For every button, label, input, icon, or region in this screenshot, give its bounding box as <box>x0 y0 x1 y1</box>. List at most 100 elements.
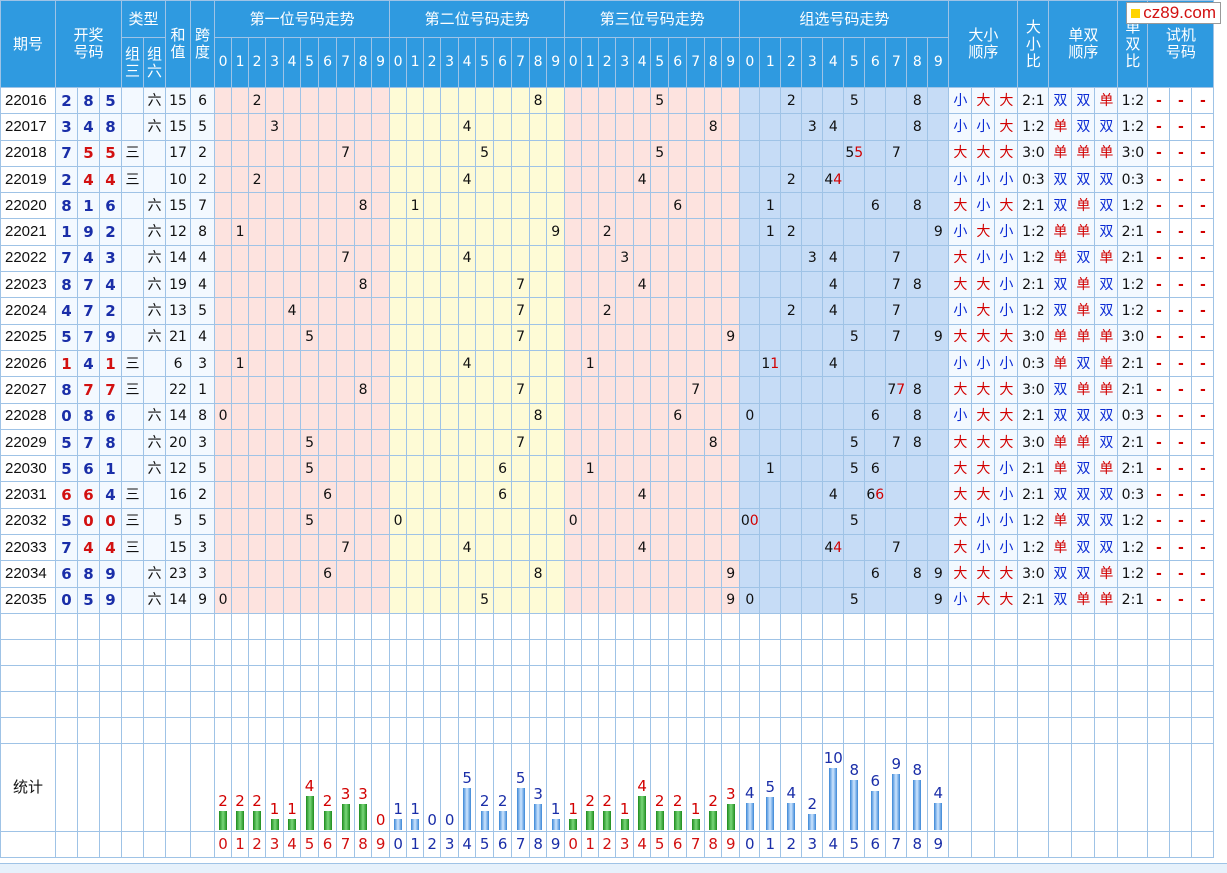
group-cell <box>885 86 908 115</box>
empty-cell <box>529 638 548 666</box>
site-logo[interactable]: cz89.com <box>1126 2 1221 24</box>
empty-cell <box>843 638 866 666</box>
period: 22035 <box>0 586 56 614</box>
sum: 10 <box>165 165 192 194</box>
position-cell <box>458 428 477 457</box>
stats-bar <box>655 810 664 830</box>
empty-cell <box>165 690 192 718</box>
sum: 13 <box>165 297 192 325</box>
position-cell <box>318 428 338 457</box>
group-hit: 8 <box>906 560 929 588</box>
empty-cell <box>165 612 192 640</box>
bs-order: 大 <box>948 481 973 509</box>
empty-cell <box>739 716 761 744</box>
oe-order: 单 <box>1071 586 1096 614</box>
empty-cell <box>354 638 373 666</box>
empty-cell <box>55 690 78 718</box>
position-cell <box>475 376 495 404</box>
group-cell <box>906 455 929 483</box>
group-cell <box>864 323 887 351</box>
axis-digit: 5 <box>843 830 866 858</box>
draw-digit: 8 <box>55 192 78 220</box>
stats-bar <box>569 818 578 830</box>
sum: 14 <box>165 586 192 614</box>
group-cell <box>927 534 950 562</box>
table-row: 22031 6 6 4 三 16 2 6 6 4 4 66 大大小 2:1 双双双 0:3- - - <box>0 481 1215 509</box>
position-cell <box>704 271 723 299</box>
stats-value: 3 <box>533 784 543 803</box>
position-cell <box>529 376 548 404</box>
position-cell <box>318 455 338 483</box>
position-hit: 7 <box>511 323 531 351</box>
position-hit: 9 <box>546 218 566 246</box>
empty-cell <box>190 612 216 640</box>
stats-value: 3 <box>358 784 368 803</box>
group-cell <box>864 113 887 141</box>
type-zu3: 三 <box>121 507 145 536</box>
stats-bar-cell: 1 <box>615 742 635 832</box>
oe-order: 单 <box>1071 218 1096 246</box>
position-cell <box>458 507 477 536</box>
position-cell <box>440 560 460 588</box>
bs-order: 大 <box>948 139 973 167</box>
stats-bar <box>359 803 368 830</box>
axis-digit: 0 <box>389 830 408 858</box>
position-cell <box>493 165 513 194</box>
empty-cell <box>906 716 929 744</box>
empty-cell <box>190 638 216 666</box>
header-digit: 1 <box>231 37 250 88</box>
position-cell <box>598 402 617 430</box>
position-cell <box>248 271 267 299</box>
axis-digit: 5 <box>300 830 320 858</box>
position-cell <box>668 560 688 588</box>
empty-cell <box>143 612 167 640</box>
position-cell <box>704 192 723 220</box>
oe-order: 双 <box>1094 428 1119 457</box>
group-cell <box>759 376 782 404</box>
draw-digit: 8 <box>77 86 100 115</box>
period: 22028 <box>0 402 56 430</box>
stats-value: 4 <box>637 776 647 795</box>
test-number: - <box>1169 271 1193 299</box>
stats-bar-cell: 5 <box>458 742 477 832</box>
stats-empty <box>77 742 100 832</box>
empty-cell <box>885 690 908 718</box>
position-cell <box>336 402 356 430</box>
group-digit: 2 <box>786 303 796 320</box>
bs-order: 小 <box>994 349 1019 378</box>
position-cell <box>633 297 652 325</box>
position-cell <box>458 271 477 299</box>
position-cell <box>354 402 373 430</box>
position-cell <box>389 139 408 167</box>
empty-cell <box>440 638 460 666</box>
stats-value: 10 <box>823 748 843 767</box>
axis-digit: 2 <box>780 830 803 858</box>
span: 5 <box>190 455 216 483</box>
header-bs-ratio: 大小比 <box>1017 0 1050 88</box>
empty-cell <box>906 638 929 666</box>
test-number: - <box>1191 455 1215 483</box>
group-cell <box>822 428 845 457</box>
empty-cell <box>1147 716 1171 744</box>
bs-order: 大 <box>971 586 996 614</box>
position-cell <box>283 560 302 588</box>
stats-bar <box>498 810 507 830</box>
group-hit: 44 <box>822 165 845 194</box>
table-row: 22025 5 7 9 六 21 4 5 7 9 5 7 9 大大大 3:0 单单单 3:0- - - <box>0 323 1215 351</box>
group-repeat-digit: 0 <box>749 513 759 530</box>
position-cell <box>440 402 460 430</box>
position-cell <box>371 507 391 536</box>
group-hit: 8 <box>906 192 929 220</box>
position-hit: 4 <box>633 271 652 299</box>
position-cell <box>318 586 338 614</box>
empty-cell <box>165 716 192 744</box>
group-cell <box>801 297 824 325</box>
group-cell <box>801 376 824 404</box>
empty-cell <box>336 664 356 692</box>
group-cell <box>780 534 803 562</box>
empty-cell <box>721 716 741 744</box>
group-cell <box>927 244 950 273</box>
oe-order: 双 <box>1071 86 1096 115</box>
position-cell <box>650 323 670 351</box>
type-zu6 <box>143 349 167 378</box>
